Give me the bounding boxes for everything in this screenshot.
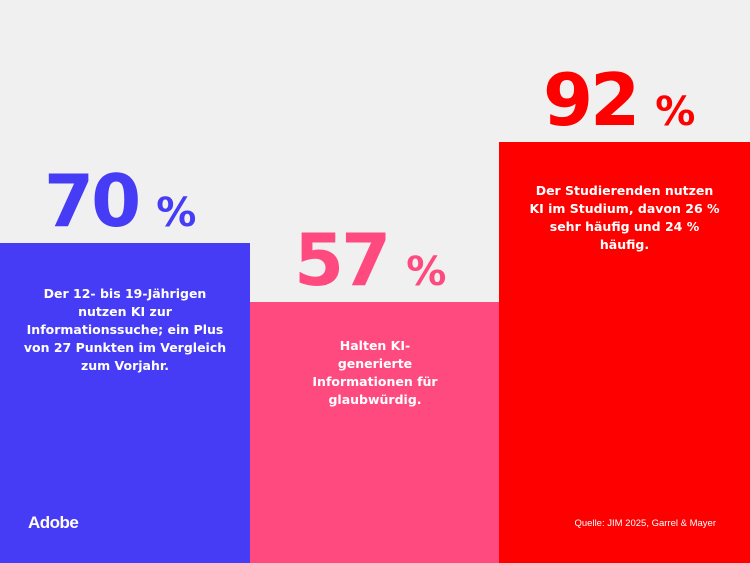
adobe-logo: Adobe xyxy=(28,513,79,532)
bar-description: Halten KI-generierte Informationen für g… xyxy=(312,338,438,408)
bar-description: Der 12- bis 19-Jährigen nutzen KI zur In… xyxy=(23,285,227,373)
value-number: 57 xyxy=(294,218,391,303)
value-label: 70% xyxy=(44,165,196,237)
value-number: 92 xyxy=(543,57,640,142)
bar-70: Der 12- bis 19-Jährigen nutzen KI zur In… xyxy=(0,242,250,563)
value-label: 92% xyxy=(543,64,695,136)
value-label: 57% xyxy=(294,224,446,296)
value-number: 70 xyxy=(44,158,141,243)
percent-sign: % xyxy=(156,189,197,236)
percent-sign: % xyxy=(406,249,447,296)
bar-57: Halten KI-generierte Informationen für g… xyxy=(250,302,500,563)
bar-92: Der Studierenden nutzen KI im Studium, d… xyxy=(499,141,750,563)
percent-sign: % xyxy=(655,88,696,135)
source-note: Quelle: JIM 2025, Garrel & Mayer xyxy=(574,518,717,529)
bar-description: Der Studierenden nutzen KI im Studium, d… xyxy=(529,182,720,252)
